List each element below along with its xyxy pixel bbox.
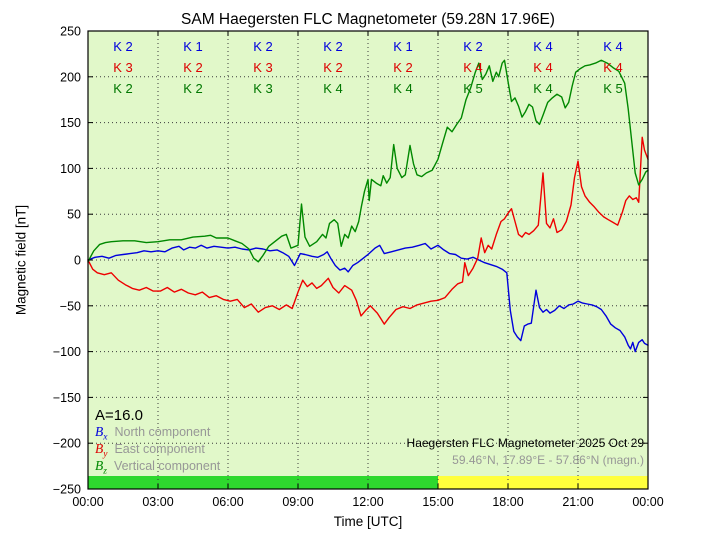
k-index-label: K 2 [253,39,273,54]
k-index-label: K 1 [183,39,203,54]
k-index-label: K 3 [113,60,133,75]
y-tick-label: 100 [60,162,81,176]
y-tick-label: 200 [60,70,81,84]
legend-symbol: By [95,441,108,460]
x-tick-label: 09:00 [282,495,313,509]
k-index-labels: K 2 K 1 K 2 K 2 K 1 K 2 K 4 K 4 K 3 K 2 K 3 K 2 K 2 K… [113,39,623,96]
y-tick-label: 0 [74,254,81,268]
y-tick-label: −50 [60,299,81,313]
series-bz-vertical-line [87,59,649,263]
k-index-label: K 2 [183,60,203,75]
k-index-label: K 3 [253,81,273,96]
x-tick-label: 21:00 [562,495,593,509]
a-index-annotation: A=16.0 [95,407,143,424]
y-tick-label: −150 [53,391,81,405]
k-index-label: K 2 [463,39,483,54]
chart-title: SAM Haegersten FLC Magnetometer (59.28N … [181,11,555,28]
series-lines [87,59,649,353]
y-axis-label: Magnetic field [nT] [13,204,29,316]
k-index-label: K 2 [323,39,343,54]
legend: Bx North component By East component Bz Verti… [95,424,221,477]
k-index-label: K 2 [393,60,413,75]
y-tick-label: −100 [53,345,81,359]
k-index-label: K 1 [393,39,413,54]
x-axis-label: Time [UTC] [333,514,403,529]
k-index-label: K 2 [183,81,203,96]
gridlines [88,31,648,489]
legend-label: East component [114,442,205,456]
x-tick-label: 00:00 [632,495,663,509]
station-info-line2: 59.46°N, 17.89°E - 57.86°N (magn.) [452,453,644,467]
y-tick-label: −200 [53,437,81,451]
legend-symbol: Bz [95,458,107,477]
k-index-label: K 2 [113,39,133,54]
k-index-label: K 3 [253,60,273,75]
k-index-label: K 4 [533,39,553,54]
y-tick-label: 250 [60,25,81,39]
k-index-label: K 4 [533,60,553,75]
station-info-line1: Haegersten FLC Magnetometer 2025 Oct 29 [406,436,644,450]
x-tick-label: 00:00 [72,495,103,509]
axis-ticks [87,30,649,490]
x-tick-label: 15:00 [422,495,453,509]
y-tick-label: 150 [60,116,81,130]
legend-item-bx: Bx North component [95,424,220,443]
legend-item-bz: Bz Vertical component [95,458,221,477]
legend-symbol: Bx [95,424,108,443]
x-tick-label: 06:00 [212,495,243,509]
k-index-label: K 2 [113,81,133,96]
series-bx-north-line [87,242,649,353]
activity-bar-segment [88,476,438,489]
x-tick-label: 18:00 [492,495,523,509]
k-index-label: K 5 [463,81,483,96]
k-index-label: K 4 [393,81,413,96]
k-index-label: K 4 [603,39,623,54]
tick-labels: 00:00 03:00 06:00 09:00 12:00 15:00 18:00 21:00… [53,25,664,510]
k-index-label: K 2 [323,60,343,75]
legend-label: Vertical component [113,459,221,473]
legend-item-by: By East component [95,441,220,460]
x-tick-label: 03:00 [142,495,173,509]
k-index-label: K 4 [533,81,553,96]
k-index-label: K 5 [603,81,623,96]
k-index-label: K 4 [603,60,623,75]
activity-bar-segment [438,476,648,489]
y-tick-label: 50 [67,208,81,222]
series-by-east-line [87,136,649,325]
y-tick-label: −250 [53,483,81,497]
activity-bar [88,476,648,489]
k-index-label: K 4 [323,81,343,96]
legend-label: North component [114,425,211,439]
x-tick-label: 12:00 [352,495,383,509]
k-index-label: K 4 [463,60,483,75]
